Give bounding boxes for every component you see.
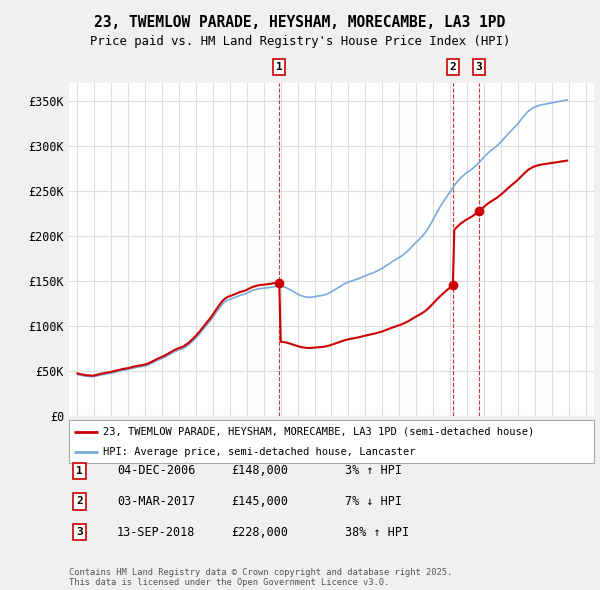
Text: 3% ↑ HPI: 3% ↑ HPI — [345, 464, 402, 477]
Text: 3: 3 — [476, 62, 482, 72]
Text: 2: 2 — [449, 62, 457, 72]
Text: 13-SEP-2018: 13-SEP-2018 — [117, 526, 196, 539]
Text: Contains HM Land Registry data © Crown copyright and database right 2025.
This d: Contains HM Land Registry data © Crown c… — [69, 568, 452, 587]
Text: 3: 3 — [76, 527, 83, 537]
Text: 38% ↑ HPI: 38% ↑ HPI — [345, 526, 409, 539]
Text: £228,000: £228,000 — [231, 526, 288, 539]
Text: £145,000: £145,000 — [231, 495, 288, 508]
Text: 1: 1 — [276, 62, 283, 72]
Text: HPI: Average price, semi-detached house, Lancaster: HPI: Average price, semi-detached house,… — [103, 447, 416, 457]
Text: £148,000: £148,000 — [231, 464, 288, 477]
Text: 7% ↓ HPI: 7% ↓ HPI — [345, 495, 402, 508]
Text: 23, TWEMLOW PARADE, HEYSHAM, MORECAMBE, LA3 1PD (semi-detached house): 23, TWEMLOW PARADE, HEYSHAM, MORECAMBE, … — [103, 427, 535, 437]
Text: 2: 2 — [76, 497, 83, 506]
Text: 03-MAR-2017: 03-MAR-2017 — [117, 495, 196, 508]
Text: Price paid vs. HM Land Registry's House Price Index (HPI): Price paid vs. HM Land Registry's House … — [90, 35, 510, 48]
Text: 23, TWEMLOW PARADE, HEYSHAM, MORECAMBE, LA3 1PD: 23, TWEMLOW PARADE, HEYSHAM, MORECAMBE, … — [94, 15, 506, 30]
Text: 1: 1 — [76, 466, 83, 476]
Text: 04-DEC-2006: 04-DEC-2006 — [117, 464, 196, 477]
